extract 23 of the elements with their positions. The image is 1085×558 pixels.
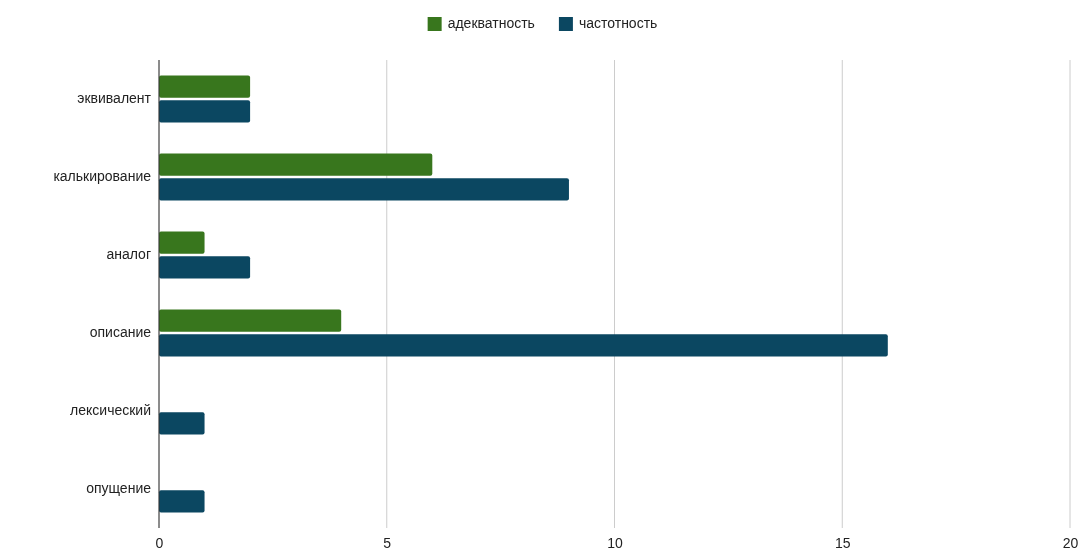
- x-tick-label: 10: [607, 534, 623, 551]
- bar: [159, 309, 342, 332]
- legend-label: адекватность: [447, 15, 535, 31]
- y-tick-label: калькирование: [53, 168, 152, 185]
- bar: [159, 178, 569, 201]
- bar: [159, 153, 433, 176]
- legend-label: частотность: [578, 15, 658, 31]
- bar: [159, 75, 251, 98]
- y-tick-label: описание: [89, 324, 152, 341]
- y-tick-label: аналог: [106, 246, 151, 263]
- x-tick-label: 20: [1062, 534, 1079, 551]
- bar: [159, 490, 205, 513]
- x-tick-label: 5: [383, 534, 392, 551]
- x-tick-label: 0: [155, 534, 164, 551]
- bar: [159, 256, 251, 279]
- bar: [159, 100, 251, 123]
- x-tick-label: 15: [834, 534, 851, 551]
- y-tick-label: эквивалент: [77, 90, 152, 107]
- y-tick-label: опущение: [86, 480, 152, 497]
- bar: [159, 412, 205, 435]
- y-tick-label: лексический: [70, 402, 151, 419]
- bar: [159, 231, 205, 254]
- bar: [159, 334, 888, 357]
